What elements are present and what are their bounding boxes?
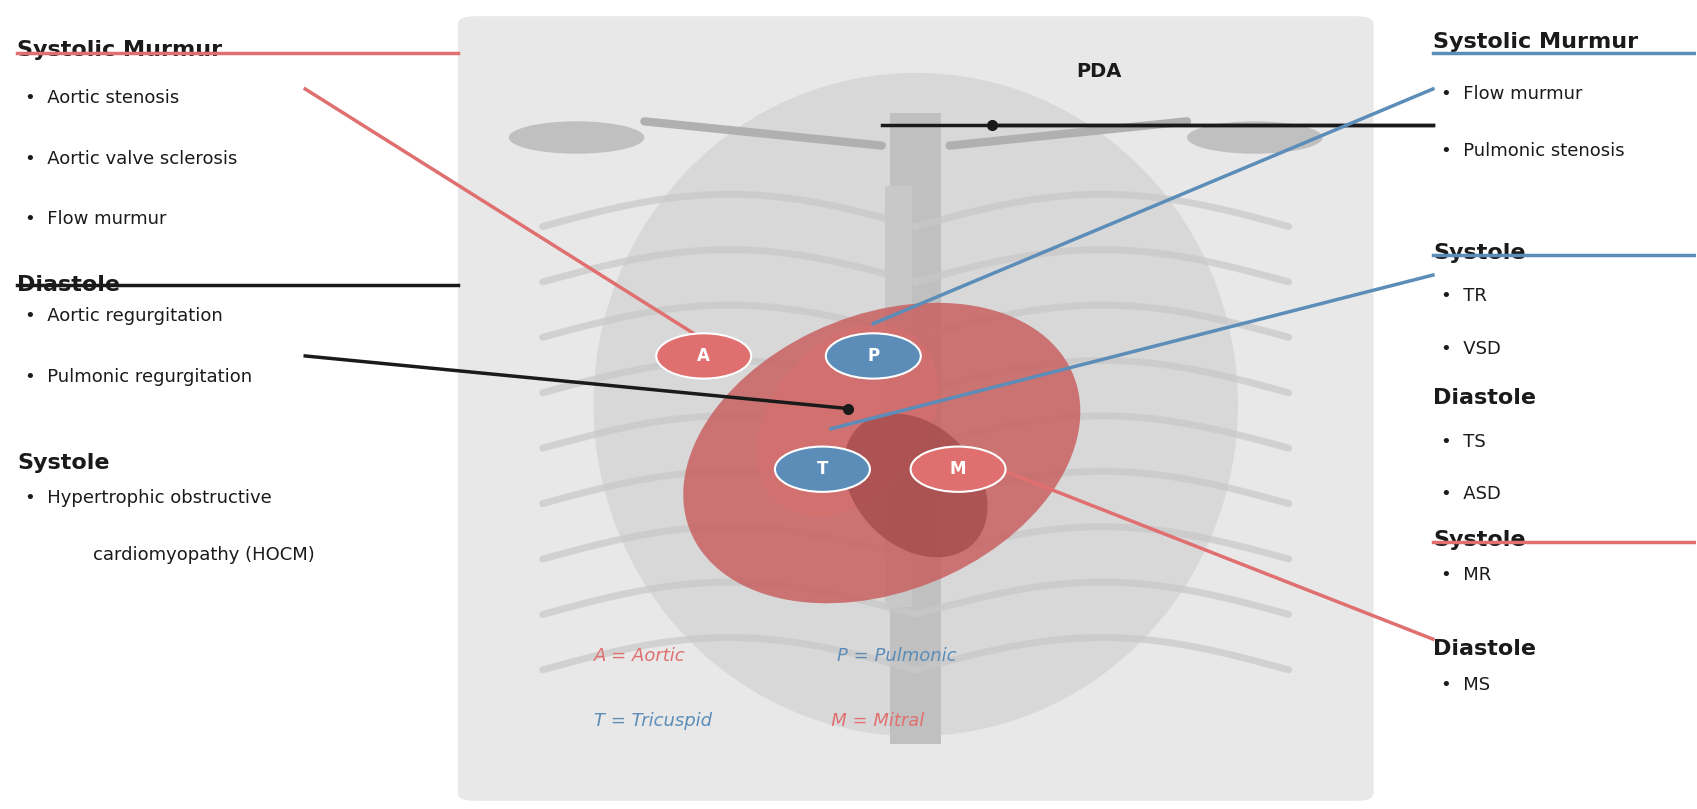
Text: Systole: Systole	[1432, 530, 1526, 550]
Circle shape	[657, 333, 752, 379]
Text: cardiomyopathy (HOCM): cardiomyopathy (HOCM)	[93, 546, 316, 564]
Text: Diastole: Diastole	[1432, 639, 1536, 659]
Bar	[891, 113, 942, 744]
Circle shape	[826, 333, 921, 379]
Text: P: P	[867, 347, 879, 365]
Text: •  MS: • MS	[1441, 676, 1490, 693]
Ellipse shape	[684, 303, 1081, 604]
Ellipse shape	[1186, 121, 1322, 154]
Text: •  TS: • TS	[1441, 433, 1487, 451]
Text: •  VSD: • VSD	[1441, 340, 1502, 358]
Text: •  Flow murmur: • Flow murmur	[25, 210, 166, 228]
Text: P = Pulmonic: P = Pulmonic	[815, 647, 957, 665]
Text: M = Mitral: M = Mitral	[815, 712, 925, 730]
Text: Systole: Systole	[1432, 243, 1526, 263]
Text: •  Aortic stenosis: • Aortic stenosis	[25, 89, 180, 107]
FancyBboxPatch shape	[458, 16, 1373, 801]
Text: •  ASD: • ASD	[1441, 485, 1502, 503]
Ellipse shape	[843, 413, 988, 557]
Circle shape	[911, 447, 1006, 492]
Text: •  Flow murmur: • Flow murmur	[1441, 85, 1583, 103]
Text: Diastole: Diastole	[1432, 388, 1536, 409]
Text: •  Aortic valve sclerosis: • Aortic valve sclerosis	[25, 150, 238, 167]
Text: Diastole: Diastole	[17, 275, 120, 295]
Text: PDA: PDA	[1076, 62, 1122, 81]
Text: Systolic Murmur: Systolic Murmur	[1432, 32, 1638, 53]
Text: •  Hypertrophic obstructive: • Hypertrophic obstructive	[25, 489, 272, 507]
Text: •  TR: • TR	[1441, 287, 1487, 305]
Text: •  MR: • MR	[1441, 566, 1492, 584]
Text: A: A	[697, 347, 709, 365]
Text: T: T	[816, 460, 828, 478]
Text: A = Aortic: A = Aortic	[594, 647, 686, 665]
Text: •  Aortic regurgitation: • Aortic regurgitation	[25, 307, 224, 325]
Bar	[886, 186, 913, 607]
Text: Systolic Murmur: Systolic Murmur	[17, 40, 222, 61]
Ellipse shape	[594, 73, 1237, 736]
Ellipse shape	[757, 325, 938, 516]
Text: •  Pulmonic regurgitation: • Pulmonic regurgitation	[25, 368, 253, 386]
Ellipse shape	[509, 121, 645, 154]
Text: Systole: Systole	[17, 453, 110, 473]
Text: T = Tricuspid: T = Tricuspid	[594, 712, 711, 730]
Text: •  Pulmonic stenosis: • Pulmonic stenosis	[1441, 142, 1626, 159]
Text: M: M	[950, 460, 966, 478]
Circle shape	[776, 447, 871, 492]
